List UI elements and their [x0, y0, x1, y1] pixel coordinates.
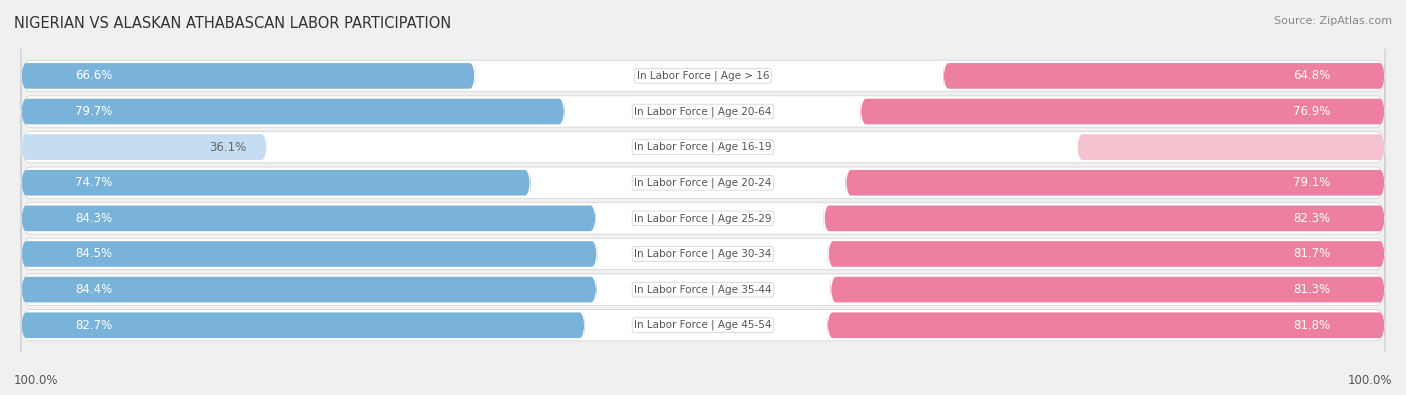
- Text: 84.3%: 84.3%: [76, 212, 112, 225]
- Text: In Labor Force | Age 45-54: In Labor Force | Age 45-54: [634, 320, 772, 331]
- FancyBboxPatch shape: [21, 96, 565, 127]
- Text: In Labor Force | Age 16-19: In Labor Force | Age 16-19: [634, 142, 772, 152]
- Text: 81.8%: 81.8%: [1294, 319, 1330, 332]
- Text: 64.8%: 64.8%: [1294, 70, 1330, 83]
- FancyBboxPatch shape: [21, 167, 530, 198]
- Text: 76.9%: 76.9%: [1294, 105, 1330, 118]
- Text: 84.4%: 84.4%: [76, 283, 112, 296]
- FancyBboxPatch shape: [21, 49, 1385, 103]
- FancyBboxPatch shape: [21, 274, 596, 305]
- FancyBboxPatch shape: [21, 238, 598, 270]
- Text: 74.7%: 74.7%: [76, 176, 112, 189]
- FancyBboxPatch shape: [828, 238, 1385, 270]
- Text: NIGERIAN VS ALASKAN ATHABASCAN LABOR PARTICIPATION: NIGERIAN VS ALASKAN ATHABASCAN LABOR PAR…: [14, 16, 451, 31]
- FancyBboxPatch shape: [824, 203, 1385, 234]
- Text: In Labor Force | Age 20-24: In Labor Force | Age 20-24: [634, 177, 772, 188]
- Text: 82.3%: 82.3%: [1294, 212, 1330, 225]
- Text: In Labor Force | Age 30-34: In Labor Force | Age 30-34: [634, 249, 772, 259]
- FancyBboxPatch shape: [860, 96, 1385, 127]
- FancyBboxPatch shape: [21, 120, 1385, 174]
- Text: 100.0%: 100.0%: [14, 374, 59, 387]
- FancyBboxPatch shape: [943, 60, 1385, 92]
- Text: In Labor Force | Age 35-44: In Labor Force | Age 35-44: [634, 284, 772, 295]
- Text: 84.5%: 84.5%: [76, 248, 112, 260]
- FancyBboxPatch shape: [21, 60, 475, 92]
- FancyBboxPatch shape: [21, 132, 267, 163]
- FancyBboxPatch shape: [1077, 132, 1385, 163]
- Text: 79.7%: 79.7%: [76, 105, 112, 118]
- Text: 100.0%: 100.0%: [1347, 374, 1392, 387]
- FancyBboxPatch shape: [21, 310, 585, 341]
- FancyBboxPatch shape: [21, 203, 596, 234]
- Text: 81.7%: 81.7%: [1294, 248, 1330, 260]
- Text: 36.1%: 36.1%: [209, 141, 246, 154]
- Text: Source: ZipAtlas.com: Source: ZipAtlas.com: [1274, 16, 1392, 26]
- FancyBboxPatch shape: [21, 191, 1385, 245]
- Text: 66.6%: 66.6%: [76, 70, 112, 83]
- Text: In Labor Force | Age 25-29: In Labor Force | Age 25-29: [634, 213, 772, 224]
- FancyBboxPatch shape: [21, 298, 1385, 352]
- Text: 81.3%: 81.3%: [1294, 283, 1330, 296]
- FancyBboxPatch shape: [845, 167, 1385, 198]
- FancyBboxPatch shape: [21, 227, 1385, 281]
- FancyBboxPatch shape: [21, 263, 1385, 317]
- Text: 82.7%: 82.7%: [76, 319, 112, 332]
- FancyBboxPatch shape: [831, 274, 1385, 305]
- Text: 79.1%: 79.1%: [1294, 176, 1330, 189]
- FancyBboxPatch shape: [827, 310, 1385, 341]
- Text: In Labor Force | Age 20-64: In Labor Force | Age 20-64: [634, 106, 772, 117]
- FancyBboxPatch shape: [21, 156, 1385, 210]
- FancyBboxPatch shape: [21, 85, 1385, 139]
- Text: In Labor Force | Age > 16: In Labor Force | Age > 16: [637, 71, 769, 81]
